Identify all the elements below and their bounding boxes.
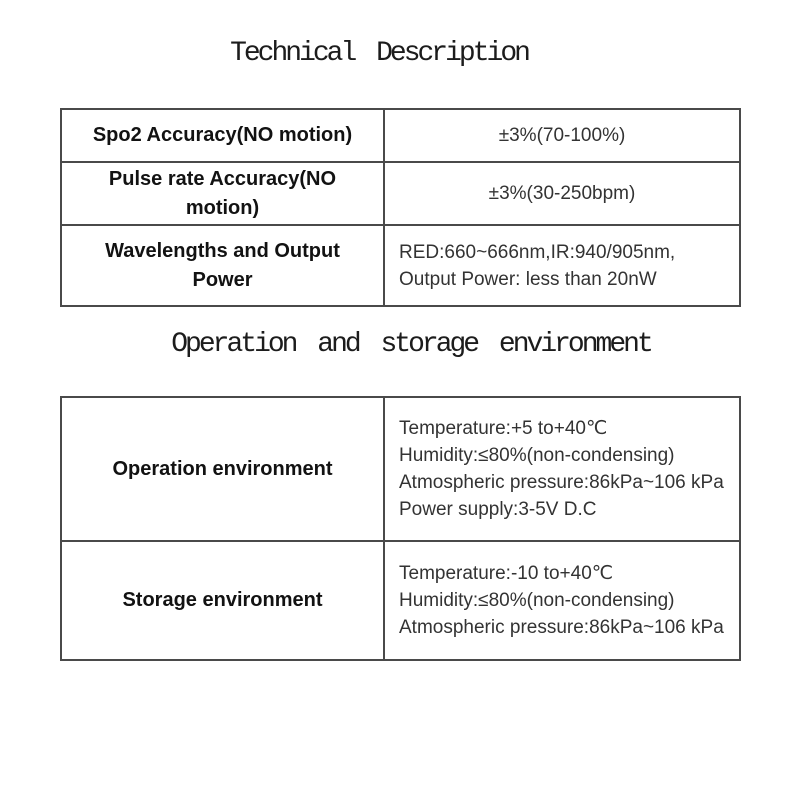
spec-value-line: Atmospheric pressure:86kPa~106 kPa: [399, 472, 724, 493]
spec-value-cell: ±3%(30-250bpm): [383, 161, 741, 226]
section-heading-operation-storage-environment: Operation and storage environment: [171, 329, 654, 360]
spec-label: Operation environment: [112, 457, 333, 480]
table-row: Spo2 Accuracy(NO motion) ±3%(70-100%): [60, 108, 741, 163]
spec-value-line: Humidity:≤80%(non-condensing): [399, 445, 675, 466]
spec-value-line: Temperature:+5 to+40℃: [399, 418, 608, 439]
technical-description-table: Spo2 Accuracy(NO motion) ±3%(70-100%) Pu…: [60, 108, 741, 307]
spec-value-line: RED:660~666nm,IR:940/905nm,: [399, 241, 676, 263]
spec-value-cell: Temperature:-10 to+40℃ Humidity:≤80%(non…: [383, 540, 741, 661]
spec-value-cell: Temperature:+5 to+40℃ Humidity:≤80%(non-…: [383, 396, 741, 542]
spec-label: Storage environment: [122, 589, 323, 611]
table-row: Operation environment Temperature:+5 to+…: [60, 396, 741, 542]
table-row: Pulse rate Accuracy(NO motion) ±3%(30-25…: [60, 161, 741, 226]
spec-value-line: Temperature:-10 to+40℃: [399, 563, 614, 584]
spec-value-cell: RED:660~666nm,IR:940/905nm, Output Power…: [383, 224, 741, 307]
spec-value-line: Power supply:3-5V D.C: [399, 499, 597, 520]
spec-label-cell: Operation environment: [60, 396, 385, 542]
spec-value-cell: ±3%(70-100%): [383, 108, 741, 163]
table-row: Wavelengths and Output Power RED:660~666…: [60, 224, 741, 307]
spec-label: Wavelengths and Output Power: [105, 239, 340, 291]
spec-label-cell: Storage environment: [60, 540, 385, 661]
operation-storage-environment-table: Operation environment Temperature:+5 to+…: [60, 396, 741, 661]
spec-label-cell: Wavelengths and Output Power: [60, 224, 385, 307]
spec-value-line: Atmospheric pressure:86kPa~106 kPa: [399, 617, 724, 638]
spec-value-line: Output Power: less than 20nW: [399, 268, 657, 290]
spec-value-line: Humidity:≤80%(non-condensing): [399, 590, 675, 611]
spec-label-cell: Spo2 Accuracy(NO motion): [60, 108, 385, 163]
spec-label-cell: Pulse rate Accuracy(NO motion): [60, 161, 385, 226]
spec-label: Spo2 Accuracy(NO motion): [92, 124, 353, 146]
section-heading-technical-description: Technical Description: [230, 38, 531, 69]
spec-value: ±3%(70-100%): [498, 124, 626, 146]
spec-value: ±3%(30-250bpm): [488, 182, 636, 204]
spec-label: Pulse rate Accuracy(NO motion): [108, 167, 337, 219]
table-row: Storage environment Temperature:-10 to+4…: [60, 540, 741, 661]
